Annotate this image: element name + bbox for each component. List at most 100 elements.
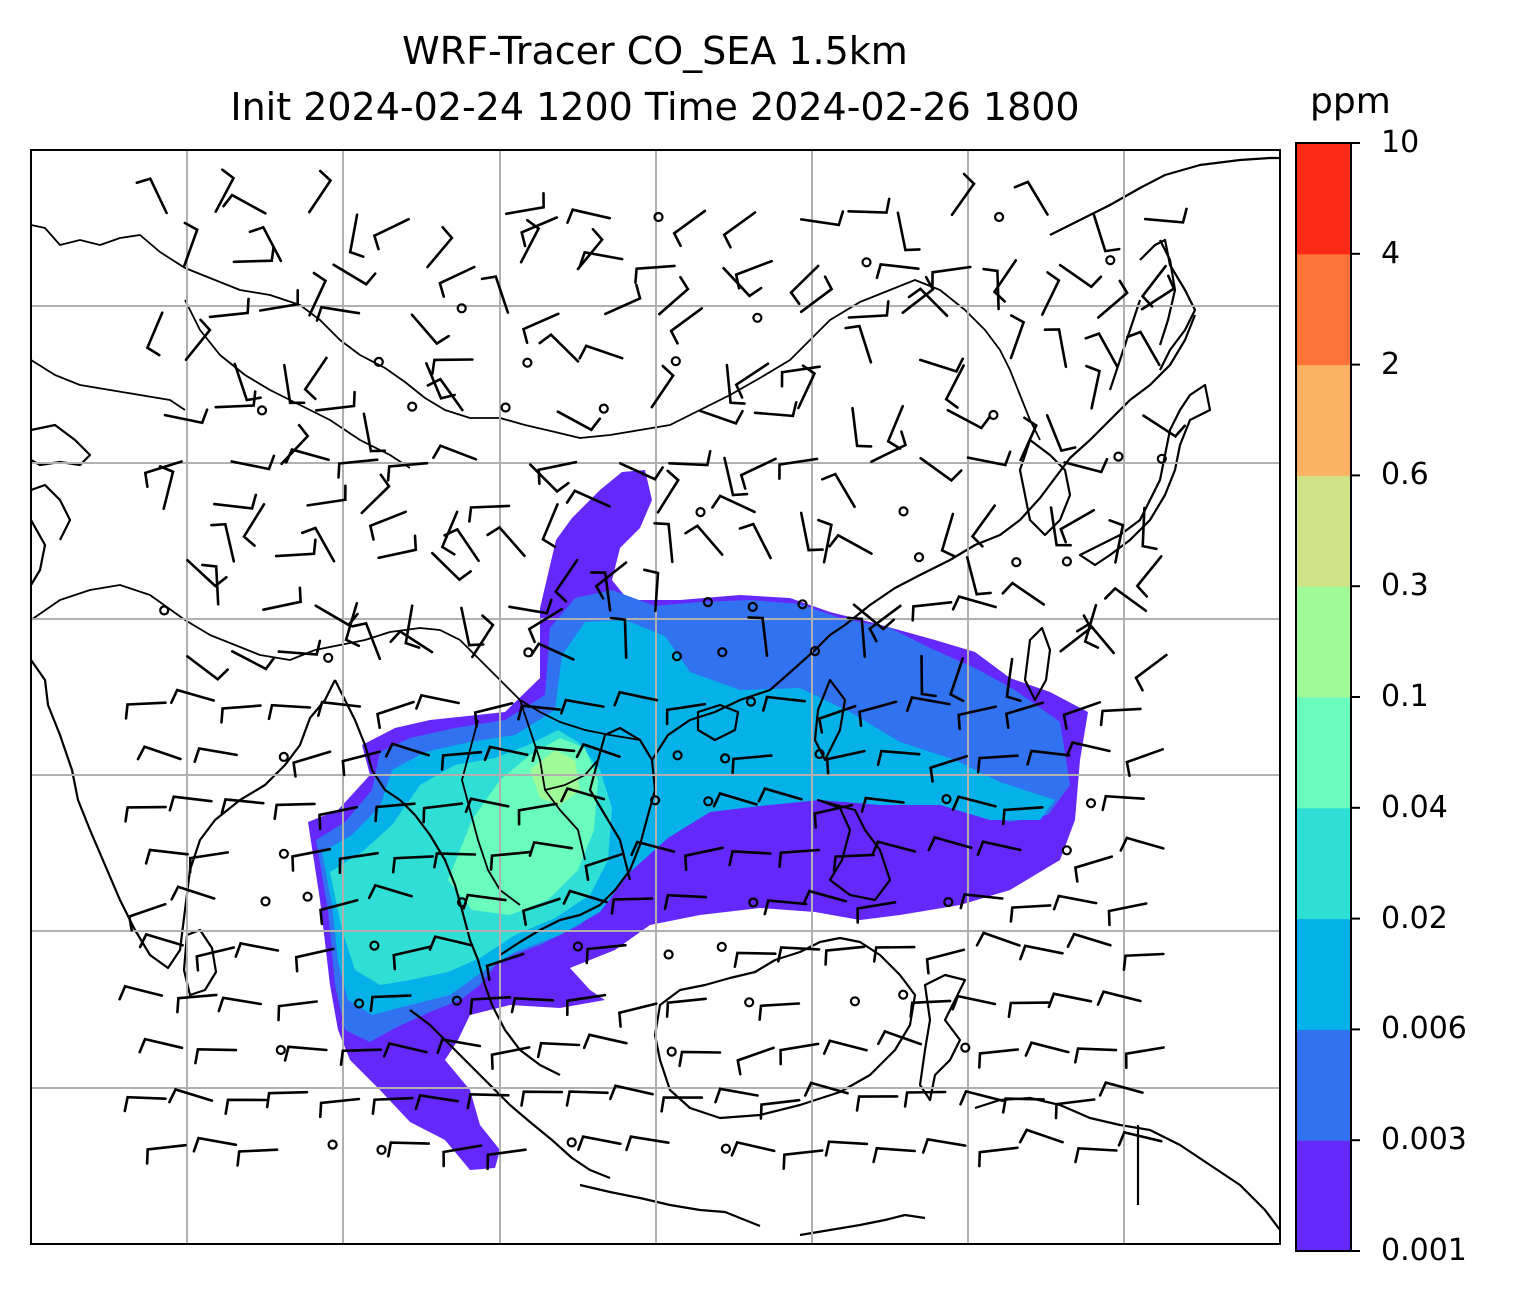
wind-barb <box>341 750 381 777</box>
wind-barb <box>734 362 770 399</box>
wind-barb <box>303 356 328 401</box>
wind-barb <box>1043 328 1068 369</box>
calm-wind-marker <box>849 996 861 1007</box>
wind-barb <box>1119 836 1165 852</box>
wind-barb <box>643 568 660 613</box>
colorbar-segment <box>1296 143 1351 255</box>
calm-wind-marker <box>703 796 714 807</box>
wind-barb <box>1142 414 1187 438</box>
wind-barb <box>852 603 896 631</box>
calm-wind-marker <box>278 751 289 763</box>
wind-barb <box>668 450 712 467</box>
calm-wind-marker <box>500 402 511 413</box>
wind-barb <box>824 945 866 966</box>
wind-barb <box>1045 414 1077 453</box>
wind-barb <box>959 892 1004 910</box>
wind-barb <box>541 503 559 548</box>
wind-barb <box>1009 904 1052 923</box>
colorbar-segment <box>1296 1140 1351 1252</box>
wind-barb <box>734 259 773 290</box>
wind-barb <box>1074 1146 1118 1164</box>
wind-barb <box>440 750 483 771</box>
wind-barb <box>876 749 921 766</box>
wind-barb <box>1059 614 1093 653</box>
wind-barb <box>214 390 257 409</box>
wind-barb <box>663 893 708 911</box>
wind-barb <box>376 700 415 730</box>
wind-barb <box>825 749 866 775</box>
wind-barb <box>430 551 472 582</box>
wind-barb <box>217 996 262 1013</box>
calm-wind-marker <box>943 896 954 908</box>
calm-wind-marker <box>278 848 289 859</box>
wind-barb <box>951 994 997 1011</box>
wind-barb <box>283 363 306 405</box>
wind-barb <box>575 742 621 759</box>
wind-barb <box>422 802 464 824</box>
calm-wind-marker <box>407 401 418 412</box>
wind-barb <box>414 1094 459 1111</box>
wind-barb <box>230 650 276 671</box>
wind-barb <box>822 1039 868 1055</box>
calm-wind-marker <box>941 793 952 805</box>
calm-wind-marker <box>323 652 334 663</box>
wind-barb <box>201 563 220 606</box>
wind-barb <box>711 494 756 514</box>
wind-barb <box>442 1144 483 1168</box>
wind-barb <box>220 704 262 724</box>
wind-barb <box>1024 1041 1070 1057</box>
wind-barb <box>975 931 1021 947</box>
wind-barb <box>517 802 558 826</box>
wind-barb <box>220 797 265 815</box>
calm-wind-marker <box>451 995 462 1006</box>
wind-barb <box>280 423 310 466</box>
wind-barb <box>531 745 576 763</box>
wind-barb <box>847 300 890 319</box>
wind-barb <box>1001 806 1044 826</box>
wind-barb <box>386 461 429 482</box>
calm-wind-marker <box>598 403 609 414</box>
wind-barb <box>144 848 189 865</box>
wind-barb <box>486 1148 527 1171</box>
wind-barb <box>906 696 951 712</box>
wind-barb <box>1076 622 1115 655</box>
calm-wind-marker <box>993 211 1005 223</box>
coastline-taiwan <box>1023 626 1052 702</box>
wind-barb <box>163 408 209 425</box>
calm-wind-marker <box>566 1137 577 1148</box>
wind-barb <box>469 996 512 1015</box>
wind-barb <box>431 358 474 375</box>
wind-barb <box>951 795 997 811</box>
wind-barb <box>348 213 365 258</box>
wind-barb <box>630 840 676 857</box>
wind-barb <box>208 297 250 319</box>
wind-barb <box>284 448 330 464</box>
wind-barb <box>262 586 302 611</box>
wind-barb <box>489 850 532 871</box>
coastline-arabian <box>31 483 72 541</box>
wind-barb <box>736 1046 775 1076</box>
wind-barb <box>824 1140 869 1157</box>
wind-barb <box>560 786 606 803</box>
wind-barb <box>1009 314 1026 360</box>
wind-barb <box>389 629 434 654</box>
colorbar-tick-label: 4 <box>1381 235 1401 271</box>
map-frame <box>30 149 1281 1245</box>
calm-wind-marker <box>913 552 925 563</box>
wind-barb <box>918 357 964 373</box>
wind-barb <box>911 601 953 622</box>
wind-barb <box>832 853 875 872</box>
colorbar-segment <box>1296 918 1351 1030</box>
calm-wind-marker <box>898 989 909 1000</box>
wind-barb <box>757 787 803 803</box>
wind-barb <box>351 621 382 661</box>
wind-barb <box>665 702 707 726</box>
wind-barb <box>576 227 604 271</box>
coastline-sakhalin <box>1158 239 1177 346</box>
country-borders <box>31 224 1041 906</box>
wind-barb <box>1058 263 1103 289</box>
wind-barb <box>520 216 558 248</box>
colorbar-tick-label: 2 <box>1381 346 1401 382</box>
wind-barb <box>1107 902 1148 927</box>
wind-barb <box>903 1090 947 1108</box>
